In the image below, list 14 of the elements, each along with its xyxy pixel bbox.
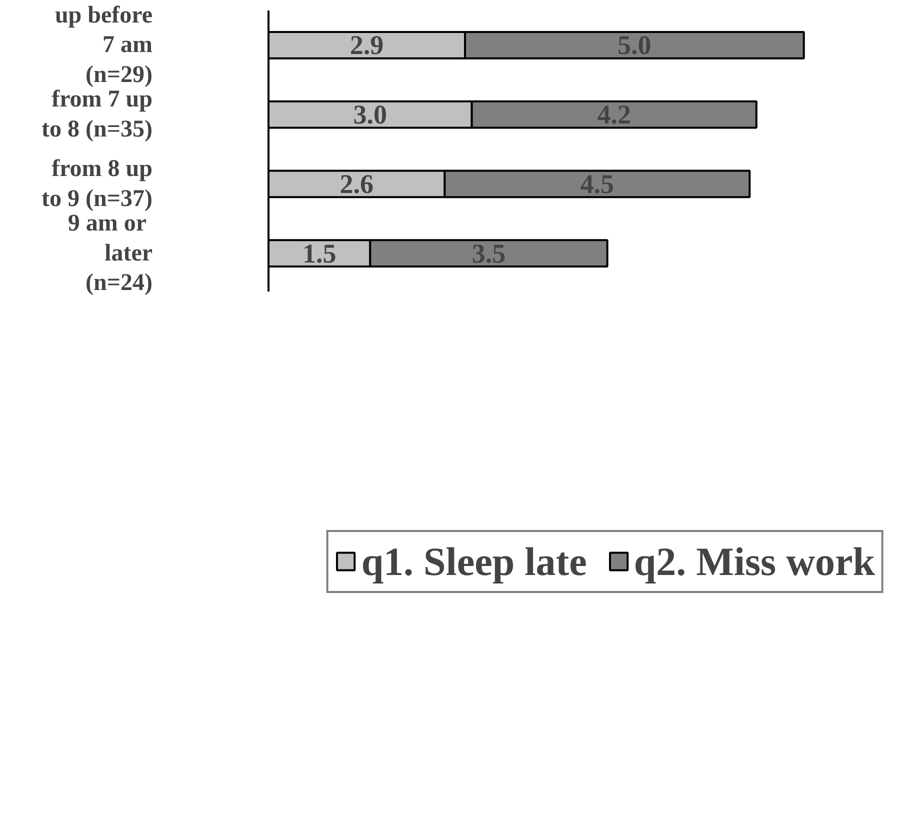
y-tick-label: from 8 up to 9 (n=37) [42,156,153,212]
legend-label: q2. Miss work [634,538,875,584]
data-label: 4.2 [597,100,631,130]
legend-label: q1. Sleep late [361,538,587,584]
y-tick-label: 9 am or later (n=24) [68,210,153,296]
data-label: 5.0 [618,30,652,60]
data-label: 2.6 [340,168,374,199]
y-tick-label: up before 7 am (n=29) [54,2,153,88]
data-label: 4.5 [580,168,614,199]
data-label: 3.0 [353,100,388,130]
y-tick-label: from 7 up to 8 (n=35) [42,86,153,143]
data-label: 1.5 [302,238,336,268]
data-label: 2.9 [350,30,384,60]
data-label: 3.5 [472,238,506,268]
